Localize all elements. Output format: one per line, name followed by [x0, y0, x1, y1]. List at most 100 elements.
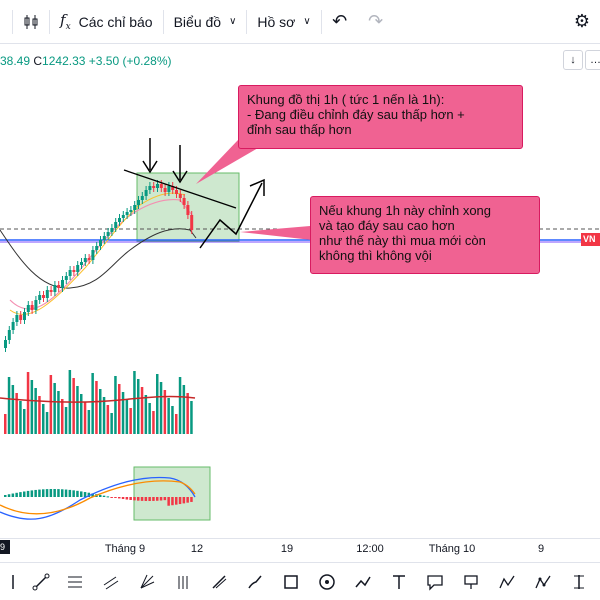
- volume-bar: [140, 387, 144, 434]
- toolbar-divider: [12, 9, 13, 34]
- trendline-tool-icon[interactable]: [28, 569, 54, 595]
- signal-line: [0, 480, 196, 515]
- callout-tail-top: [196, 140, 258, 184]
- macd-bar: [148, 497, 151, 501]
- macd-bar: [133, 497, 136, 501]
- indicators-button[interactable]: fx Các chỉ báo: [50, 0, 163, 44]
- rectangle-tool-icon[interactable]: [278, 569, 304, 595]
- text-tool-icon[interactable]: [386, 569, 412, 595]
- candle-body: [49, 290, 53, 292]
- candle-body: [11, 322, 15, 330]
- macd-bar: [175, 497, 178, 505]
- volume-bar: [15, 393, 18, 434]
- candle-body: [121, 215, 125, 218]
- volume-bar: [87, 410, 91, 434]
- chart-toolbar: fx Các chỉ báo Biểu đồ ∨ Hồ sơ ∨ ↶ ↷ ⚙: [0, 0, 600, 44]
- candle-body: [102, 236, 106, 240]
- redo-icon[interactable]: ↷: [368, 11, 384, 31]
- cursor-icon[interactable]: [0, 569, 26, 595]
- callout-top-line-1: Khung đồ thị 1h ( tức 1 nến là 1h):: [247, 92, 445, 107]
- macd-bar: [190, 497, 193, 502]
- volume-bar: [64, 407, 68, 434]
- brush-icon[interactable]: [242, 569, 268, 595]
- arrow-down-icon[interactable]: ↓: [563, 50, 583, 70]
- more-icon[interactable]: …: [585, 50, 600, 70]
- macd-bar: [91, 493, 94, 497]
- macd-bar: [61, 489, 64, 497]
- candle-body: [76, 265, 80, 272]
- candle-body: [87, 258, 91, 260]
- abc-pattern-icon[interactable]: [530, 569, 556, 595]
- macd-bar: [99, 494, 102, 497]
- fib-tool-icon[interactable]: [62, 569, 88, 595]
- macd-bar: [102, 495, 106, 497]
- macd-bar: [110, 497, 113, 498]
- time-axis[interactable]: Tháng 9 12 19 12:00 Tháng 10 9: [0, 538, 600, 560]
- volume-bar: [11, 385, 15, 434]
- candle-body: [15, 315, 19, 322]
- chart-menu-button[interactable]: Biểu đồ ∨: [164, 0, 247, 44]
- candle-body: [129, 210, 133, 212]
- candle-body: [45, 290, 49, 298]
- candle-body: [83, 258, 87, 262]
- volume-bar: [144, 395, 148, 434]
- macd-bar: [163, 497, 167, 501]
- volume-bar: [80, 394, 83, 434]
- candle-body: [30, 305, 34, 310]
- circle-tool-icon[interactable]: [314, 569, 340, 595]
- volume-bar: [163, 390, 167, 434]
- volume-bar: [19, 401, 22, 434]
- volume-bar: [91, 373, 94, 434]
- volume-bar: [114, 376, 117, 434]
- macd-bar: [171, 497, 174, 506]
- candle-body: [23, 312, 26, 320]
- macd-bar: [68, 489, 72, 497]
- candle-body: [26, 305, 30, 312]
- current-time-marker: 9: [0, 540, 10, 554]
- volume-bar: [53, 383, 56, 434]
- profile-menu-label: Hồ sơ: [257, 13, 296, 30]
- macd-bar: [26, 490, 30, 497]
- volume-bar: [171, 406, 174, 434]
- profile-menu-button[interactable]: Hồ sơ ∨: [247, 0, 320, 44]
- candle-body: [34, 300, 38, 310]
- candle-body: [72, 270, 76, 272]
- candle-body: [42, 295, 45, 298]
- close-label: C: [33, 54, 43, 68]
- macd-bar: [182, 497, 186, 504]
- undo-icon[interactable]: ↶: [332, 11, 348, 31]
- candle-body: [19, 315, 23, 320]
- callout-tool-icon[interactable]: [422, 569, 448, 595]
- gear-icon[interactable]: ⚙: [573, 11, 591, 31]
- callout-top: Khung đồ thị 1h ( tức 1 nến là 1h): - Đa…: [238, 85, 523, 149]
- trendline: [123, 169, 237, 209]
- pitchfork-icon[interactable]: [170, 569, 196, 595]
- ray-tool-icon[interactable]: [206, 569, 232, 595]
- channel-tool-icon[interactable]: [98, 569, 124, 595]
- volume-bar: [7, 377, 11, 434]
- macd-bar: [159, 497, 163, 501]
- volume-bar: [34, 388, 37, 434]
- macd-bar: [152, 497, 155, 501]
- volume-bar: [167, 398, 170, 434]
- measure-tool-icon[interactable]: [566, 569, 592, 595]
- projection-arrow-head: [249, 178, 265, 196]
- pin-tool-icon[interactable]: [458, 569, 484, 595]
- volume-bar: [152, 411, 155, 434]
- volume-bar: [76, 386, 79, 434]
- candle-body: [110, 228, 114, 232]
- volume-bar: [182, 385, 186, 434]
- volume-bar: [57, 391, 60, 434]
- highlight-box-macd: [133, 466, 211, 521]
- volume-bar: [4, 414, 7, 434]
- gann-fan-icon[interactable]: [134, 569, 160, 595]
- volume-bar: [106, 405, 110, 434]
- toolbar-divider: [49, 9, 50, 34]
- candle-body: [57, 285, 61, 288]
- candles-icon[interactable]: [13, 0, 49, 44]
- candle-body: [64, 276, 68, 280]
- elliott-wave-icon[interactable]: [494, 569, 520, 595]
- path-tool-icon[interactable]: [350, 569, 376, 595]
- candle-body: [144, 190, 148, 196]
- macd-bar: [76, 490, 79, 497]
